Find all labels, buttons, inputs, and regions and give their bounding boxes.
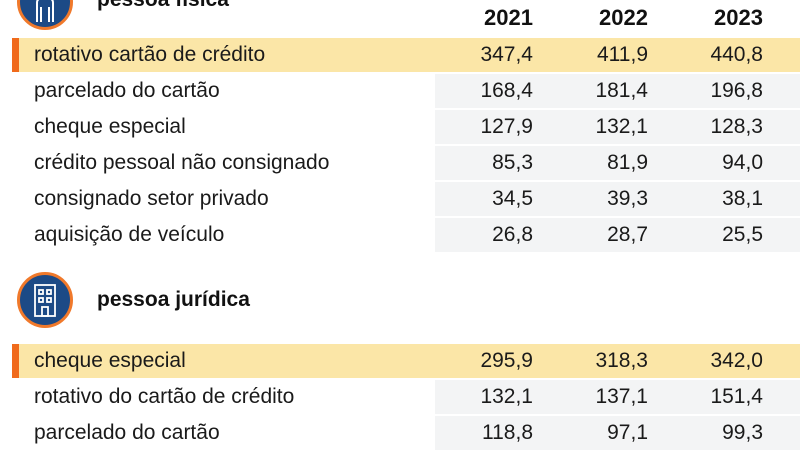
value-2021: 127,9	[480, 115, 533, 138]
value-2023: 196,8	[710, 79, 763, 102]
highlight-accent-bar	[12, 38, 19, 72]
column-header-2023: 2023	[714, 5, 763, 30]
section-label-pessoa-fisica: pessoa física	[97, 0, 229, 12]
table-row: rotativo do cartão de crédito 132,1 137,…	[12, 380, 800, 414]
value-2023: 151,4	[710, 385, 763, 408]
value-2023: 440,8	[710, 43, 763, 66]
row-label-cell	[12, 416, 435, 450]
row-label-cell	[12, 182, 435, 216]
value-2022: 81,9	[607, 151, 648, 174]
value-2021: 295,9	[480, 349, 533, 372]
table-row: consignado setor privado 34,5 39,3 38,1	[12, 182, 800, 216]
row-label-cell	[12, 110, 435, 144]
value-2022: 97,1	[607, 421, 648, 444]
row-divider	[12, 378, 800, 380]
row-label: crédito pessoal não consignado	[34, 151, 330, 174]
value-2021: 347,4	[480, 43, 533, 66]
value-2022: 39,3	[607, 187, 648, 210]
column-header-2022: 2022	[599, 5, 648, 30]
value-2022: 411,9	[597, 43, 648, 66]
table-row: cheque especial 127,9 132,1 128,3	[12, 110, 800, 144]
value-2021: 85,3	[492, 151, 533, 174]
row-label-cell	[12, 380, 435, 414]
row-label: rotativo do cartão de crédito	[34, 385, 295, 408]
table-row: rotativo cartão de crédito 347,4 411,9 4…	[12, 38, 800, 72]
value-2022: 181,4	[595, 79, 648, 102]
value-2023: 25,5	[722, 223, 763, 246]
value-2023: 342,0	[710, 349, 763, 372]
column-header-2021: 2021	[484, 5, 533, 30]
value-2022: 137,1	[595, 385, 648, 408]
table-row: parcelado do cartão 168,4 181,4 196,8	[12, 74, 800, 108]
row-label: rotativo cartão de crédito	[34, 43, 266, 66]
value-2021: 132,1	[480, 385, 533, 408]
value-2023: 94,0	[722, 151, 763, 174]
row-label-cell	[12, 74, 435, 108]
row-divider	[12, 108, 800, 110]
row-divider	[12, 180, 800, 182]
value-2021: 118,8	[482, 421, 533, 444]
row-divider	[12, 72, 800, 74]
value-2023: 128,3	[710, 115, 763, 138]
row-label: consignado setor privado	[34, 187, 269, 210]
table-row: cheque especial 295,9 318,3 342,0	[12, 344, 800, 378]
row-label: cheque especial	[34, 349, 186, 372]
value-2021: 34,5	[492, 187, 533, 210]
value-2023: 99,3	[722, 421, 763, 444]
section-label-pessoa-juridica: pessoa jurídica	[97, 288, 250, 311]
row-divider	[12, 144, 800, 146]
row-label: parcelado do cartão	[34, 79, 220, 102]
row-divider	[12, 216, 800, 218]
row-divider	[12, 414, 800, 416]
table-row: parcelado do cartão 118,8 97,1 99,3	[12, 416, 800, 450]
table-row: aquisição de veículo 26,8 28,7 25,5	[12, 218, 800, 252]
value-2022: 318,3	[595, 349, 648, 372]
row-label: parcelado do cartão	[34, 421, 220, 444]
building-icon	[34, 284, 56, 317]
value-2022: 132,1	[595, 115, 648, 138]
section-icon-pessoa-fisica	[17, 0, 73, 30]
section-icon-pessoa-juridica	[17, 272, 73, 328]
row-label: aquisição de veículo	[34, 223, 225, 246]
row-label: cheque especial	[34, 115, 186, 138]
value-2021: 26,8	[492, 223, 533, 246]
row-label-cell	[12, 218, 435, 252]
value-2022: 28,7	[607, 223, 648, 246]
highlight-accent-bar	[12, 344, 19, 378]
table-row: crédito pessoal não consignado 85,3 81,9…	[12, 146, 800, 180]
value-2023: 38,1	[722, 187, 763, 210]
person-icon	[36, 0, 54, 22]
row-label-cell	[12, 146, 435, 180]
value-2021: 168,4	[480, 79, 533, 102]
